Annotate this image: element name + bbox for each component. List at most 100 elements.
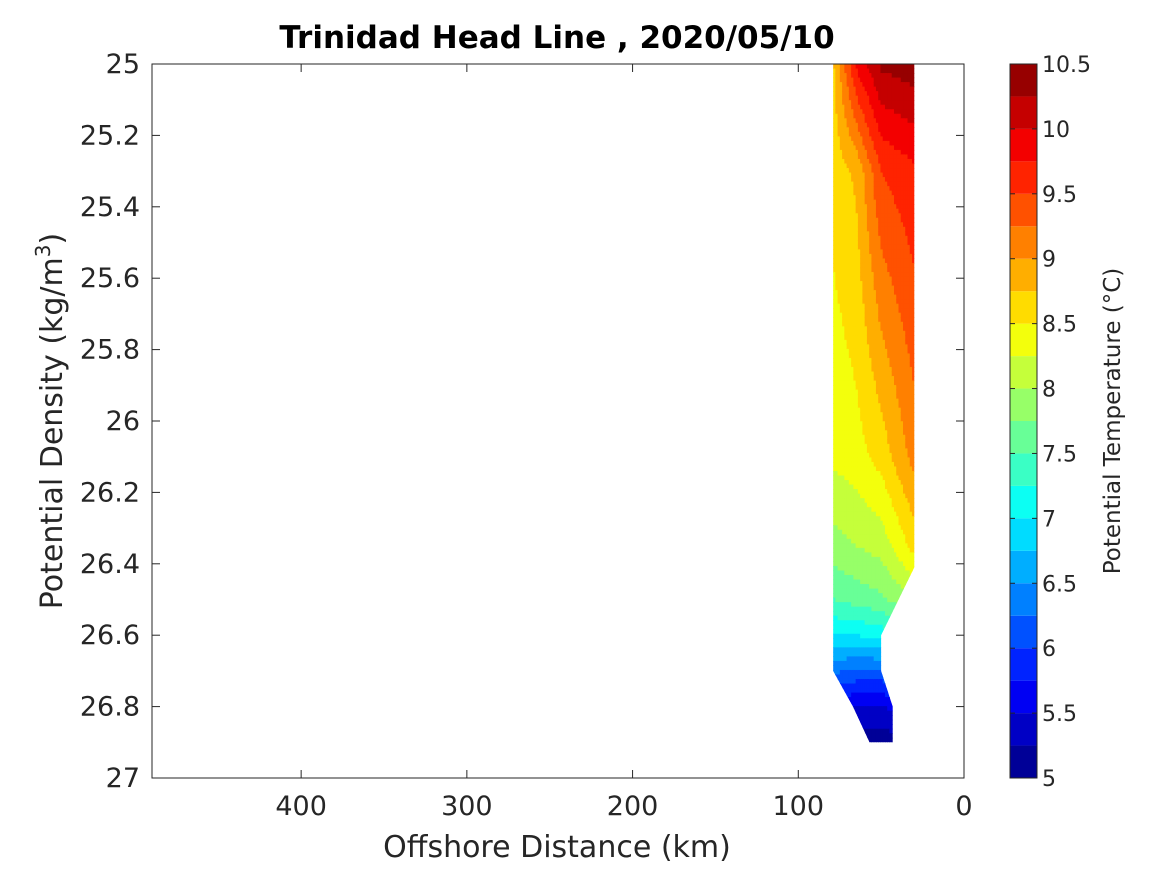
contour-cell (869, 339, 873, 345)
contour-cell (833, 624, 836, 630)
contour-cell (903, 489, 906, 495)
contour-cell (855, 380, 859, 386)
contour-cell (896, 149, 900, 156)
contour-cell (891, 217, 895, 223)
contour-cell (835, 452, 839, 459)
contour-cell (871, 136, 875, 142)
contour-cell (907, 217, 911, 223)
contour-cell (903, 570, 906, 576)
contour-cell (866, 728, 870, 734)
contour-cell (898, 430, 902, 436)
contour-cell (873, 190, 877, 196)
contour-cell (844, 525, 848, 531)
contour-cell (835, 145, 839, 151)
contour-cell (853, 570, 857, 576)
contour-cell (884, 299, 888, 305)
contour-cell (835, 660, 839, 667)
contour-cell (864, 403, 868, 409)
contour-cell (905, 308, 909, 314)
contour-cell (884, 579, 888, 585)
contour-cell (857, 611, 861, 617)
contour-cell (848, 498, 852, 504)
contour-cell (839, 308, 843, 314)
contour-cell (882, 470, 886, 477)
contour-cell (851, 235, 854, 241)
contour-cell (882, 276, 886, 282)
contour-cell (905, 113, 909, 119)
contour-cell (862, 303, 866, 309)
contour-cell (875, 140, 879, 146)
contour-cell (853, 529, 857, 535)
contour-cell (896, 64, 900, 70)
contour-cell (869, 68, 873, 74)
contour-cell (882, 308, 886, 314)
contour-cell (889, 308, 893, 314)
contour-cell (842, 430, 845, 436)
contour-cell (887, 190, 891, 196)
contour-cell (844, 457, 848, 463)
contour-cell (882, 91, 886, 97)
contour-cell (846, 312, 850, 318)
contour-cell (880, 597, 884, 603)
contour-cell (844, 235, 848, 241)
contour-cell (869, 109, 873, 115)
contour-cell (842, 109, 845, 115)
contour-cell (896, 285, 900, 291)
contour-cell (884, 109, 888, 115)
contour-cell (837, 104, 841, 110)
contour-cell (887, 262, 891, 269)
contour-cell (880, 258, 884, 264)
contour-cell (839, 656, 843, 662)
contour-cell (889, 394, 893, 400)
contour-cell (857, 602, 861, 608)
contour-cell (878, 480, 882, 486)
contour-cell (889, 570, 893, 576)
contour-cell (853, 281, 857, 287)
contour-cell (864, 181, 868, 187)
contour-cell (891, 394, 895, 400)
contour-cell (857, 299, 861, 305)
contour-cell (844, 326, 848, 332)
contour-cell (900, 73, 904, 79)
contour-cell (873, 226, 877, 232)
contour-cell (866, 425, 870, 431)
contour-cell (866, 240, 870, 246)
contour-cell (903, 168, 906, 174)
contour-cell (880, 172, 884, 178)
contour-cell (853, 100, 857, 106)
contour-cell (878, 511, 882, 517)
contour-cell (862, 235, 866, 241)
contour-cell (891, 407, 895, 413)
contour-cell (875, 493, 879, 499)
contour-cell (846, 321, 850, 327)
contour-cell (871, 489, 875, 495)
contour-cell (848, 303, 852, 309)
contour-cell (860, 692, 864, 698)
contour-cell (896, 538, 900, 544)
contour-cell (882, 104, 886, 110)
contour-cell (896, 407, 900, 413)
contour-cell (862, 208, 866, 214)
contour-cell (851, 299, 854, 305)
contour-cell (835, 371, 839, 377)
contour-cell (857, 624, 861, 630)
contour-cell (855, 466, 859, 472)
contour-cell (900, 547, 904, 553)
contour-cell (887, 389, 891, 395)
contour-cell (907, 109, 911, 115)
contour-cell (846, 348, 850, 355)
contour-cell (844, 294, 848, 300)
contour-cell (869, 678, 873, 685)
contour-cell (869, 172, 873, 178)
contour-cell (900, 217, 904, 223)
contour-cell (833, 403, 836, 409)
contour-cell (835, 195, 839, 201)
contour-cell (835, 177, 839, 183)
contour-cell (866, 715, 870, 721)
contour-cell (891, 348, 895, 355)
contour-cell (884, 407, 888, 413)
contour-cell (842, 136, 845, 142)
contour-cell (905, 145, 909, 151)
contour-cell (857, 543, 861, 549)
contour-cell (889, 407, 893, 413)
